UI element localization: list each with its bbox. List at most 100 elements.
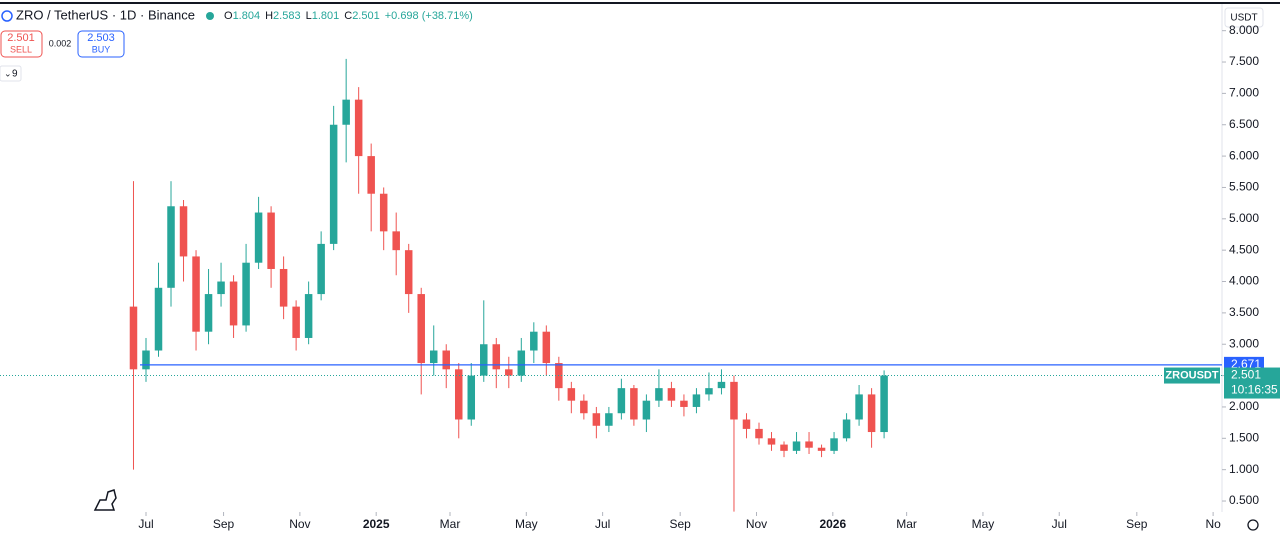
candle-body xyxy=(855,394,863,420)
candle-body xyxy=(667,388,676,401)
symbol-title[interactable]: ZRO / TetherUS · 1D · Binance xyxy=(16,7,195,22)
x-tick-label: Mar xyxy=(440,517,461,531)
x-tick-label: May xyxy=(515,517,538,531)
candle-body xyxy=(817,447,826,451)
candle-body xyxy=(767,438,776,445)
candle-body xyxy=(229,281,238,326)
y-tick-label: 2.000 xyxy=(1229,399,1259,413)
candle-body xyxy=(780,444,788,451)
candle-body xyxy=(580,400,588,414)
y-tick-label: 0.500 xyxy=(1229,493,1259,507)
y-tick-label: 8.000 xyxy=(1229,23,1259,37)
candle-body xyxy=(442,350,450,370)
y-tick-label: 5.500 xyxy=(1229,180,1259,194)
y-tick-label: 4.500 xyxy=(1229,242,1259,256)
candle-body xyxy=(142,350,150,370)
settings-icon[interactable] xyxy=(1247,519,1259,531)
sell-price: 2.501 xyxy=(7,32,35,44)
candle-body xyxy=(717,381,726,389)
y-tick-label: 5.000 xyxy=(1229,211,1259,225)
sell-label: SELL xyxy=(10,44,32,54)
y-tick-label: 4.000 xyxy=(1229,274,1259,288)
indicators-chevron: ⌄ xyxy=(4,68,12,78)
candle-body xyxy=(404,250,413,295)
ohlc-value: 2.583 xyxy=(273,10,301,22)
x-tick-label: 2025 xyxy=(363,517,390,531)
market-status xyxy=(206,12,214,20)
x-tick-label: Jul xyxy=(1052,517,1067,531)
candle-body xyxy=(492,344,501,370)
candle-body xyxy=(329,124,338,244)
candle-body xyxy=(267,212,275,269)
buy-label: BUY xyxy=(92,44,111,54)
candle-body xyxy=(805,441,813,448)
ohlc-key: H xyxy=(265,10,273,22)
candle-body xyxy=(705,388,713,395)
candle-body xyxy=(367,156,375,194)
y-tick-label: 7.500 xyxy=(1229,54,1259,68)
currency-button[interactable] xyxy=(1224,7,1264,28)
y-tick-label: 1.500 xyxy=(1229,430,1259,444)
candle-body xyxy=(530,331,538,351)
x-tick-label: May xyxy=(972,517,995,531)
last-price-label: 2.501 xyxy=(1231,368,1261,382)
candle-body xyxy=(292,306,300,338)
candle-body xyxy=(742,419,751,429)
ohlc-key: O xyxy=(224,10,233,22)
candle-body xyxy=(454,369,463,420)
candle-body xyxy=(317,243,325,295)
plot-area xyxy=(129,58,888,512)
candle-body xyxy=(755,428,763,439)
spread: 0.002 xyxy=(49,38,72,48)
candle-body xyxy=(379,193,388,232)
candle-body xyxy=(354,99,363,157)
candle-body xyxy=(630,388,638,420)
ohlc-value: 2.501 xyxy=(352,10,380,22)
x-tick-label: Mar xyxy=(896,517,917,531)
symbol-tag xyxy=(1164,367,1220,384)
candle-body xyxy=(242,262,250,326)
candle-body xyxy=(617,388,626,414)
candle-body xyxy=(505,369,513,376)
logo xyxy=(93,489,117,511)
candle-body xyxy=(154,287,163,351)
y-tick-label: 3.500 xyxy=(1229,305,1259,319)
y-tick-label: 3.000 xyxy=(1229,336,1259,350)
buy-button[interactable] xyxy=(77,30,125,58)
buy-price: 2.503 xyxy=(87,32,115,44)
x-tick-label: 2026 xyxy=(819,517,846,531)
candle-body xyxy=(880,375,888,433)
x-tick-label: Sep xyxy=(213,517,235,531)
candle-body xyxy=(279,268,288,307)
candle-body xyxy=(642,400,651,420)
x-tick-label: Jul xyxy=(595,517,610,531)
candle-body xyxy=(304,294,313,338)
candle-body xyxy=(129,306,138,370)
last-price-tag xyxy=(1224,367,1280,399)
sell-button[interactable] xyxy=(0,30,43,58)
x-tick-label: Sep xyxy=(670,517,692,531)
candle-body xyxy=(605,413,613,426)
y-tick-label: 1.000 xyxy=(1229,462,1259,476)
x-tick-label: Nov xyxy=(746,517,767,531)
candle-body xyxy=(567,388,576,401)
y-tick-label: 6.000 xyxy=(1229,148,1259,162)
candle-body xyxy=(254,212,263,263)
candle-body xyxy=(480,344,488,376)
y-tick-label: 7.000 xyxy=(1229,86,1259,100)
candle-body xyxy=(867,394,876,433)
candle-body xyxy=(192,256,200,332)
candle-body xyxy=(542,331,551,364)
ohlc-key: L xyxy=(306,10,312,22)
ohlc-legend: O1.804 H2.583 L1.801 C2.501 +0.698 (+38.71%) xyxy=(224,10,473,22)
indicators-toggle[interactable] xyxy=(0,65,22,82)
currency: USDT xyxy=(1230,13,1257,24)
candle-body xyxy=(167,206,175,288)
candle-body xyxy=(730,381,738,420)
candle-body xyxy=(692,394,701,407)
symbol-icon xyxy=(1,10,13,22)
x-tick-label: No xyxy=(1205,517,1221,531)
candle-body xyxy=(592,413,601,426)
candle-body xyxy=(467,375,476,420)
